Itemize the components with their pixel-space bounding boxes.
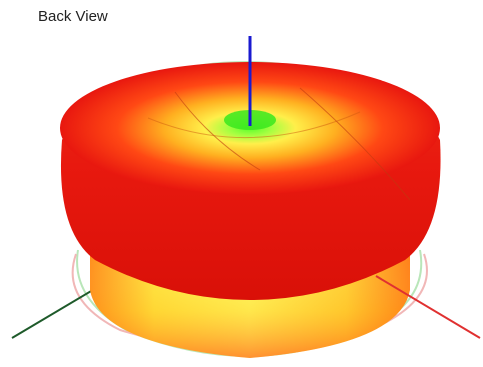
x-axis: [375, 275, 481, 339]
surface-line-2: [299, 87, 411, 201]
surface-line-3: [147, 111, 361, 139]
view-label: Back View: [38, 8, 108, 25]
